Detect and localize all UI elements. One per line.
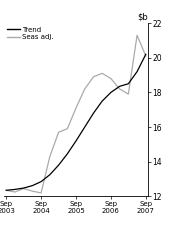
Legend: Trend, Seas adj.: Trend, Seas adj. <box>7 27 54 40</box>
Text: $b: $b <box>138 12 148 21</box>
